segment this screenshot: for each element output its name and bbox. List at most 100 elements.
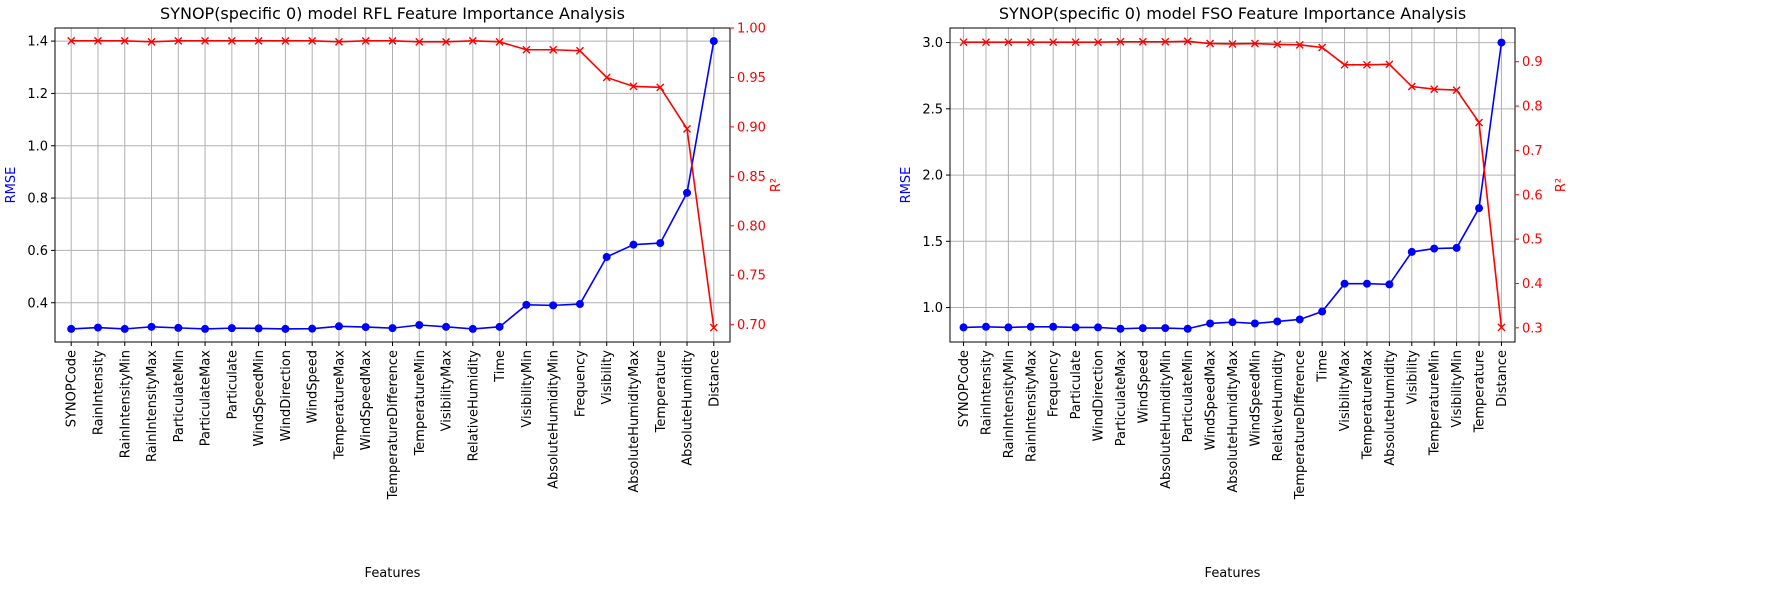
rmse-point bbox=[1385, 280, 1394, 289]
r2-point bbox=[388, 36, 397, 45]
rmse-point bbox=[656, 239, 665, 248]
right-axis-ticks: 0.3 0.4 0.5 0.6 0.7 0.8 0.9 bbox=[1515, 55, 1543, 336]
r2-point bbox=[1161, 37, 1170, 46]
left-axis-label: RMSE bbox=[899, 167, 914, 204]
rmse-point bbox=[1340, 279, 1349, 288]
x-tick-label: RainIntensityMin bbox=[118, 350, 133, 458]
x-tick-label: Visibility bbox=[1405, 350, 1420, 405]
x-tick-label: TemperatureMin bbox=[1428, 350, 1443, 456]
chart-title: SYNOP(specific 0) model FSO Feature Impo… bbox=[999, 4, 1466, 23]
right-tick-label: 0.3 bbox=[1522, 321, 1543, 336]
r2-point bbox=[656, 83, 665, 92]
left-tick-label: 0.8 bbox=[27, 192, 48, 207]
rmse-point bbox=[442, 322, 451, 331]
rmse-point bbox=[1228, 318, 1237, 327]
r2-point bbox=[1250, 39, 1259, 48]
r2-point bbox=[281, 36, 290, 45]
r2-point bbox=[981, 38, 990, 47]
x-axis-ticks: SYNOPCode RainIntensity RainIntensityMin Ra… bbox=[65, 342, 722, 500]
x-tick-label: Temperature bbox=[1473, 350, 1488, 433]
rmse-point bbox=[1362, 279, 1371, 288]
x-tick-label: ParticulateMax bbox=[1114, 350, 1129, 447]
right-tick-label: 0.6 bbox=[1522, 188, 1543, 203]
r2-point bbox=[1026, 38, 1035, 47]
rmse-point bbox=[981, 322, 990, 331]
rmse-point bbox=[629, 240, 638, 249]
rmse-point bbox=[1295, 315, 1304, 324]
r2-point bbox=[1071, 38, 1080, 47]
r2-series bbox=[67, 36, 718, 332]
x-tick-label: VisibilityMin bbox=[520, 350, 535, 428]
x-tick-label: Distance bbox=[1495, 350, 1510, 407]
right-tick-label: 1.00 bbox=[737, 22, 766, 37]
x-tick-label: Visibility bbox=[600, 350, 615, 405]
rmse-point bbox=[1026, 322, 1035, 331]
x-tick-label: TemperatureDifference bbox=[386, 350, 401, 500]
x-tick-label: Time bbox=[1316, 350, 1331, 383]
right-tick-label: 0.7 bbox=[1522, 144, 1543, 159]
rmse-point bbox=[1430, 244, 1439, 253]
rmse-point bbox=[1206, 319, 1215, 328]
x-tick-label: AbsoluteHumidity bbox=[1383, 350, 1398, 466]
x-tick-label: Particulate bbox=[1069, 350, 1084, 419]
r2-point bbox=[415, 37, 424, 46]
rmse-point bbox=[388, 324, 397, 333]
r2-point bbox=[1183, 37, 1192, 46]
left-tick-label: 3.0 bbox=[922, 36, 943, 51]
rmse-point bbox=[709, 37, 718, 46]
r2-point bbox=[1407, 82, 1416, 91]
left-axis-ticks: 1.0 1.5 2.0 2.5 3.0 bbox=[922, 36, 950, 316]
right-tick-label: 0.70 bbox=[737, 318, 766, 333]
left-tick-label: 1.4 bbox=[27, 35, 48, 50]
right-tick-label: 0.85 bbox=[737, 170, 766, 185]
rmse-point bbox=[147, 322, 156, 331]
r2-point bbox=[709, 323, 718, 332]
x-tick-label: AbsoluteHumidity bbox=[681, 350, 696, 466]
x-tick-label: Distance bbox=[707, 350, 722, 407]
rmse-point bbox=[1407, 247, 1416, 256]
rmse-point bbox=[227, 324, 236, 333]
right-tick-label: 0.95 bbox=[737, 71, 766, 86]
left-tick-label: 1.5 bbox=[922, 235, 943, 250]
rmse-point bbox=[1004, 323, 1013, 332]
rmse-point bbox=[1116, 324, 1125, 333]
r2-point bbox=[334, 37, 343, 46]
x-tick-label: Time bbox=[493, 350, 508, 383]
r2-point bbox=[1094, 38, 1103, 47]
x-tick-label: WindSpeedMax bbox=[1204, 350, 1219, 451]
right-axis-label: R² bbox=[769, 178, 784, 192]
left-tick-label: 2.0 bbox=[922, 169, 943, 184]
rmse-point bbox=[1452, 243, 1461, 252]
r2-point bbox=[1430, 85, 1439, 94]
x-tick-label: ParticulateMax bbox=[199, 350, 214, 447]
left-tick-label: 1.0 bbox=[922, 301, 943, 316]
rmse-point bbox=[468, 324, 477, 333]
rmse-point bbox=[67, 324, 76, 333]
x-tick-label: TemperatureDifference bbox=[1293, 350, 1308, 500]
x-tick-label: RainIntensity bbox=[979, 350, 994, 435]
r2-point bbox=[1206, 39, 1215, 48]
r2-point bbox=[1004, 38, 1013, 47]
right-tick-label: 0.90 bbox=[737, 120, 766, 135]
x-tick-label: ParticulateMin bbox=[1181, 350, 1196, 442]
r2-point bbox=[495, 37, 504, 46]
rmse-point bbox=[120, 324, 129, 333]
r2-point bbox=[683, 124, 692, 133]
rmse-point bbox=[575, 300, 584, 309]
r2-point bbox=[227, 36, 236, 45]
r2-point bbox=[1318, 43, 1327, 52]
r2-point bbox=[1340, 60, 1349, 69]
x-tick-label: SYNOPCode bbox=[957, 350, 972, 427]
rmse-point bbox=[1161, 324, 1170, 333]
r2-point bbox=[442, 37, 451, 46]
r2-point bbox=[308, 36, 317, 45]
left-tick-label: 0.6 bbox=[27, 244, 48, 259]
x-tick-label: WindDirection bbox=[1092, 350, 1107, 441]
r2-point bbox=[120, 36, 129, 45]
x-tick-label: AbsoluteHumidityMax bbox=[627, 350, 642, 493]
left-tick-label: 1.2 bbox=[27, 87, 48, 102]
r2-point bbox=[522, 45, 531, 54]
r2-point bbox=[67, 36, 76, 45]
rmse-point bbox=[1497, 38, 1506, 47]
rmse-series bbox=[959, 38, 1506, 333]
